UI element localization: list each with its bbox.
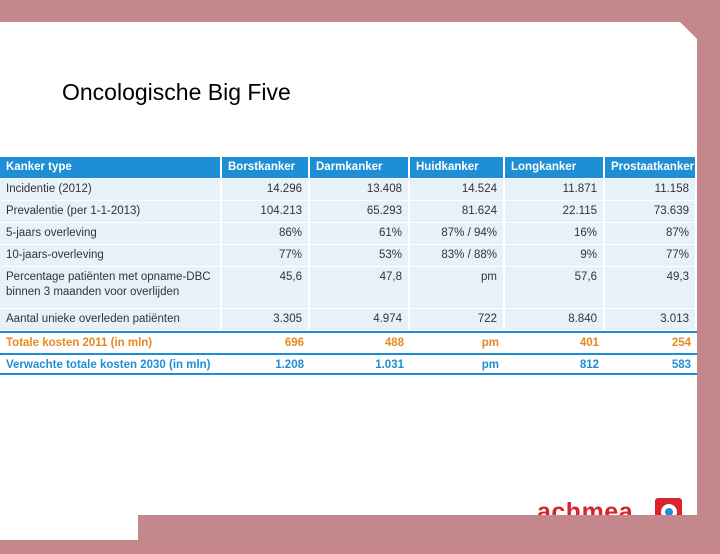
table-row: Totale kosten 2011 (in mln) 696 488 pm 401 25… xyxy=(0,331,697,353)
table-cell: 83% / 88% xyxy=(410,245,505,267)
table-row: Percentage patiënten met opname-DBC binn… xyxy=(0,267,697,309)
table-cell: pm xyxy=(410,267,505,309)
table-row: Aantal unieke overleden patiënten 3.305 4.… xyxy=(0,309,697,331)
table-row: Incidentie (2012) 14.296 13.408 14.524 11.87… xyxy=(0,179,697,201)
column-header: Borstkanker xyxy=(222,157,310,179)
table-cell: 77% xyxy=(222,245,310,267)
table-cell: 11.871 xyxy=(505,179,605,201)
column-header: Longkanker xyxy=(505,157,605,179)
table-cell: 45,6 xyxy=(222,267,310,309)
table-cell: 9% xyxy=(505,245,605,267)
table-cell: 104.213 xyxy=(222,201,310,223)
table-cell: 73.639 xyxy=(605,201,697,223)
table-cell: pm xyxy=(410,353,505,375)
logo-icon xyxy=(655,498,682,525)
table-cell: 57,6 xyxy=(505,267,605,309)
table-cell: 3.013 xyxy=(605,309,697,331)
logo-text: achmea xyxy=(537,498,634,526)
table-cell: pm xyxy=(410,331,505,353)
table-cell: Verwachte totale kosten 2030 (in mln) xyxy=(0,353,222,375)
table-row: 10-jaars-overleving 77% 53% 83% / 88% 9% 77% xyxy=(0,245,697,267)
table-cell: 86% xyxy=(222,223,310,245)
table-cell: 254 xyxy=(605,331,697,353)
table-cell: 87% xyxy=(605,223,697,245)
table-cell: 401 xyxy=(505,331,605,353)
column-header: Prostaatkanker xyxy=(605,157,697,179)
table-cell: 488 xyxy=(310,331,410,353)
table-cell: Totale kosten 2011 (in mln) xyxy=(0,331,222,353)
column-header: Huidkanker xyxy=(410,157,505,179)
table-cell: 53% xyxy=(310,245,410,267)
table-cell: 5-jaars overleving xyxy=(0,223,222,245)
table-cell: 65.293 xyxy=(310,201,410,223)
table-cell: 1.208 xyxy=(222,353,310,375)
table-cell: Incidentie (2012) xyxy=(0,179,222,201)
page: Oncologische Big Five Kanker type Borstka… xyxy=(0,22,697,540)
table-cell: Prevalentie (per 1-1-2013) xyxy=(0,201,222,223)
table-row: 5-jaars overleving 86% 61% 87% / 94% 16% 87% xyxy=(0,223,697,245)
table-row: Kanker type Borstkanker Darmkanker Huidkank… xyxy=(0,157,697,179)
table-cell: 87% / 94% xyxy=(410,223,505,245)
table-row: Prevalentie (per 1-1-2013) 104.213 65.293 8… xyxy=(0,201,697,223)
table-cell: Aantal unieke overleden patiënten xyxy=(0,309,222,331)
table-cell: 8.840 xyxy=(505,309,605,331)
page-number: 10 xyxy=(12,545,21,554)
table-cell: 14.296 xyxy=(222,179,310,201)
table-cell: 81.624 xyxy=(410,201,505,223)
table-cell: 722 xyxy=(410,309,505,331)
table-cell: 4.974 xyxy=(310,309,410,331)
slide: Oncologische Big Five Kanker type Borstka… xyxy=(0,22,697,540)
table-row: Verwachte totale kosten 2030 (in mln) 1.2… xyxy=(0,353,697,375)
table-cell: 11.158 xyxy=(605,179,697,201)
slide-title: Oncologische Big Five xyxy=(62,79,291,105)
table-cell: 49,3 xyxy=(605,267,697,309)
table-cell: 22.115 xyxy=(505,201,605,223)
table-cell: 77% xyxy=(605,245,697,267)
table-cell: 61% xyxy=(310,223,410,245)
table-cell: 583 xyxy=(605,353,697,375)
table-cell: 13.408 xyxy=(310,179,410,201)
table-cell: 16% xyxy=(505,223,605,245)
table-cell: 812 xyxy=(505,353,605,375)
table-cell: 10-jaars-overleving xyxy=(0,245,222,267)
table-cell: 1.031 xyxy=(310,353,410,375)
table-cell: 14.524 xyxy=(410,179,505,201)
column-header: Kanker type xyxy=(0,157,222,179)
table-cell: 696 xyxy=(222,331,310,353)
table-cell: Percentage patiënten met opname-DBC binn… xyxy=(0,267,222,309)
table-cell: 47,8 xyxy=(310,267,410,309)
column-header: Darmkanker xyxy=(310,157,410,179)
table-cell: 3.305 xyxy=(222,309,310,331)
